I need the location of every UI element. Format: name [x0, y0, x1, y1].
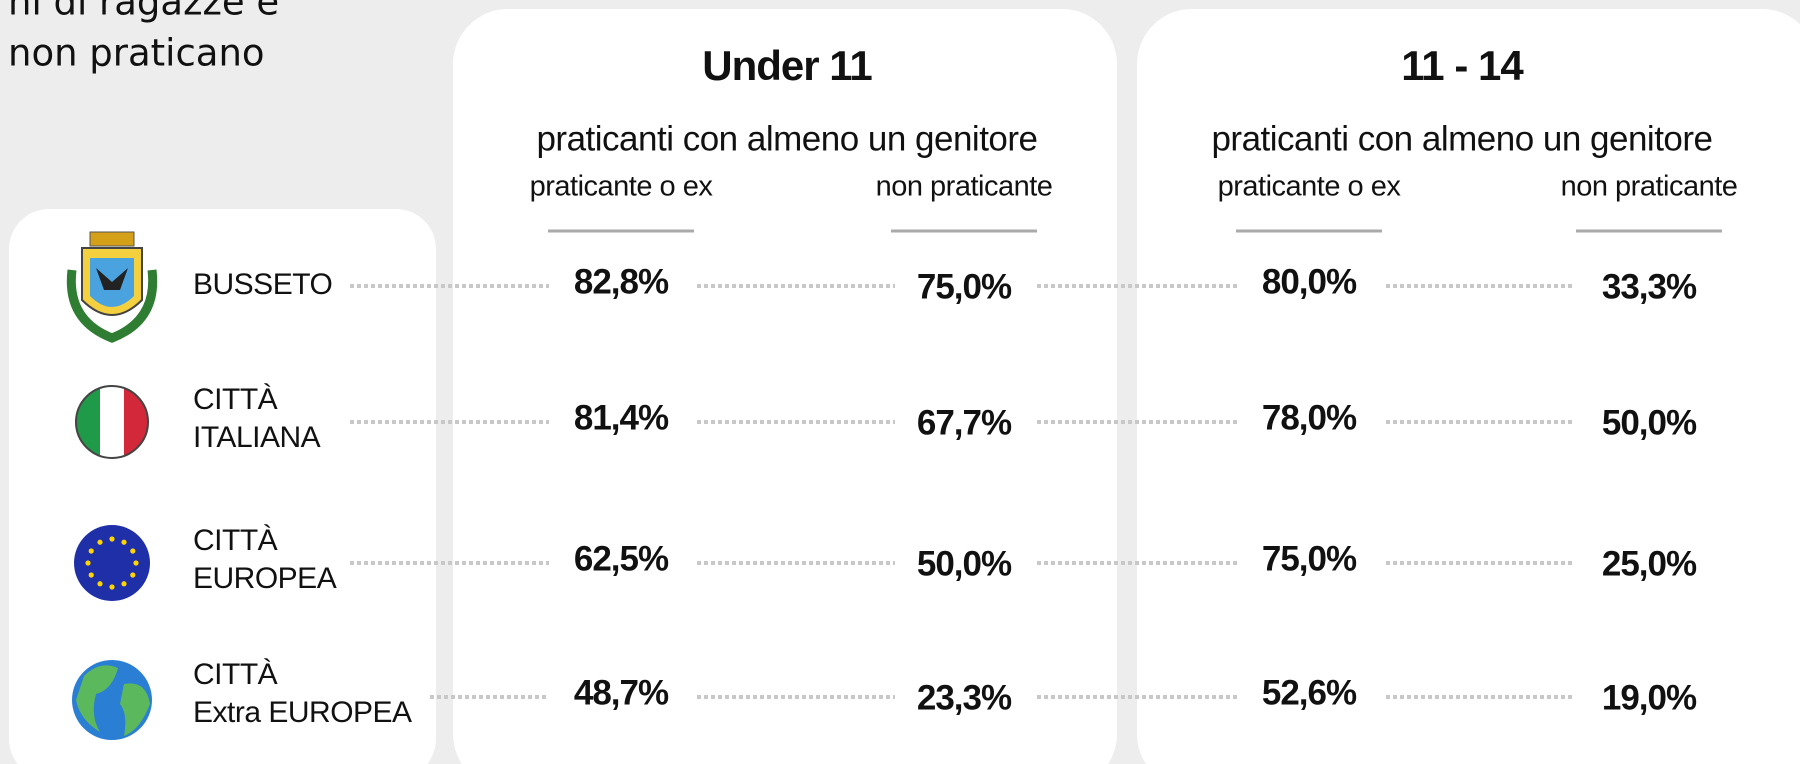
value: 25,0%	[1602, 544, 1697, 583]
row-label: CITTÀ	[193, 524, 278, 557]
value: 23,3%	[917, 678, 1012, 717]
star	[88, 548, 94, 554]
row-label: Extra EUROPEA	[193, 696, 412, 729]
value: 62,5%	[574, 539, 669, 578]
star	[121, 539, 127, 545]
star	[97, 539, 103, 545]
row-label: CITTÀ	[193, 383, 278, 416]
star	[130, 572, 136, 578]
intro-line: ni di ragazze e	[8, 0, 279, 24]
row-label: BUSSETO	[193, 268, 332, 301]
group-card	[453, 9, 1117, 764]
value: 82,8%	[574, 262, 669, 301]
star	[109, 584, 115, 590]
value: 67,7%	[917, 403, 1012, 442]
value: 80,0%	[1262, 262, 1357, 301]
star	[130, 548, 136, 554]
row-label: CITTÀ	[193, 658, 278, 691]
value: 75,0%	[917, 267, 1012, 306]
column-header: praticante o ex	[1218, 171, 1402, 203]
intro-line: non praticano	[8, 32, 265, 75]
group-subtitle: praticanti con almeno un genitore	[1211, 119, 1712, 158]
value: 33,3%	[1602, 267, 1697, 306]
group-card	[1137, 9, 1800, 764]
column-header: praticante o ex	[530, 171, 714, 203]
value: 75,0%	[1262, 539, 1357, 578]
value: 48,7%	[574, 673, 669, 712]
star	[121, 581, 127, 587]
row-label: EUROPEA	[193, 562, 337, 595]
earth-icon	[72, 660, 152, 740]
column-header: non praticante	[1561, 171, 1738, 203]
value: 50,0%	[917, 544, 1012, 583]
star	[109, 536, 115, 542]
group-subtitle: praticanti con almeno un genitore	[536, 119, 1037, 158]
group-title: Under 11	[702, 42, 872, 89]
value: 81,4%	[574, 398, 669, 437]
label-card	[9, 209, 436, 764]
group-title: 11 - 14	[1401, 42, 1524, 89]
value: 50,0%	[1602, 403, 1697, 442]
value: 19,0%	[1602, 678, 1697, 717]
italy-flag-icon	[75, 385, 149, 459]
star	[133, 560, 139, 566]
star	[97, 581, 103, 587]
column-header: non praticante	[876, 171, 1053, 203]
star	[85, 560, 91, 566]
row-label: ITALIANA	[193, 421, 321, 454]
value: 78,0%	[1262, 398, 1357, 437]
eu-flag-icon	[74, 525, 150, 601]
star	[88, 572, 94, 578]
value: 52,6%	[1262, 673, 1357, 712]
crest-icon	[66, 231, 158, 343]
